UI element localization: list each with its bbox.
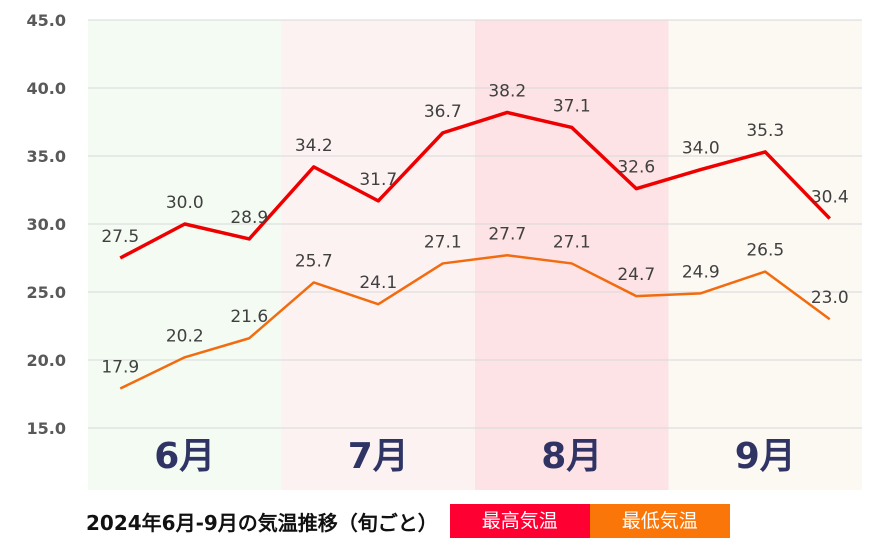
data-label: 28.9 [230,208,268,228]
y-tick-label: 20.0 [27,351,66,370]
month-band [668,20,862,490]
data-label: 37.1 [553,96,591,116]
data-label: 35.3 [746,121,784,141]
chart-footer: 2024年6月-9月の気温推移（旬ごと） 最高気温 最低気温 [86,504,730,538]
data-label: 32.6 [617,158,655,178]
data-label: 21.6 [230,307,268,327]
data-label: 30.4 [811,188,849,208]
data-label: 27.1 [424,232,462,252]
legend-min-temp: 最低気温 [589,504,730,538]
series-line [119,254,831,390]
month-band [88,20,282,490]
series-line [119,110,832,260]
data-label: 27.5 [101,227,139,247]
data-label: 24.9 [682,262,720,282]
data-label: 17.9 [101,358,139,378]
y-tick-label: 40.0 [27,79,66,98]
month-label: 9月 [735,436,796,477]
y-tick-label: 35.0 [27,147,66,166]
data-label: 27.7 [488,224,526,244]
y-tick-label: 30.0 [27,215,66,234]
y-tick-label: 45.0 [27,11,66,30]
data-label: 27.1 [553,232,591,252]
month-label: 6月 [154,436,215,477]
data-label: 38.2 [488,81,526,101]
data-label: 25.7 [295,251,333,271]
data-label: 34.0 [682,139,720,159]
data-label: 26.5 [746,241,784,261]
chart-title: 2024年6月-9月の気温推移（旬ごと） [86,510,438,535]
month-label: 8月 [541,436,602,477]
legend-max-temp: 最高気温 [449,504,590,538]
month-band [281,20,475,490]
data-label: 31.7 [359,170,397,190]
y-tick-label: 15.0 [27,419,66,438]
data-label: 20.2 [166,326,204,346]
data-label: 23.0 [811,288,849,308]
data-label: 34.2 [295,136,333,156]
month-label: 7月 [348,436,409,477]
data-label: 24.7 [617,265,655,285]
y-tick-label: 25.0 [27,283,66,302]
data-label: 30.0 [166,193,204,213]
data-label: 24.1 [359,273,397,293]
data-label: 36.7 [424,102,462,122]
